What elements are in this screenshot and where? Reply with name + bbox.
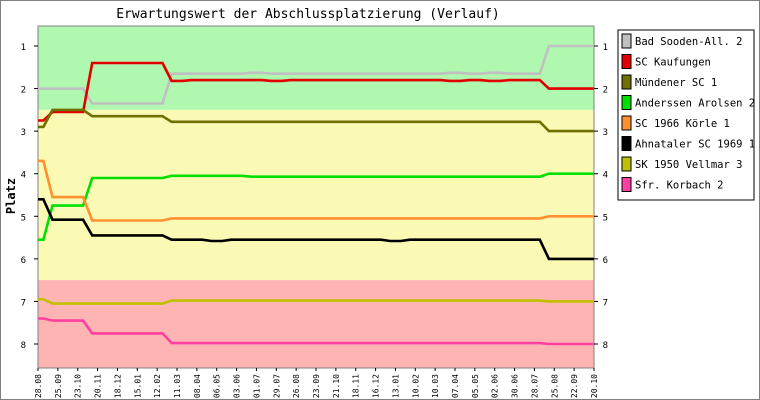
axis-ticks: 1 1 2 2 3 3 4 4 5 5 6 6 7 7 8 8 28.08 25.09 23.10 20.11 18.1… [21,43,608,398]
legend-label: Anderssen Arolsen 2 [635,98,755,110]
legend-swatch [621,115,632,131]
series-line-6 [38,298,594,305]
x-tick-label: 15.01 [133,374,142,398]
y-tick-label-right: 5 [603,213,608,223]
y-tick-label-right: 7 [603,298,608,308]
legend-label: SC Kaufungen [635,57,711,69]
zone-bands [38,26,594,368]
y-tick-label-left: 3 [21,128,26,138]
x-tick-label: 29.07 [272,374,281,398]
y-tick-label-right: 3 [603,128,608,138]
y-tick-label-left: 8 [21,341,26,351]
x-tick-label: 20.10 [590,374,599,398]
x-tick-label: 21.10 [332,374,341,398]
y-tick-label-right: 2 [603,86,608,96]
y-tick-label-left: 2 [21,86,26,96]
zone-band-1 [38,109,594,281]
x-tick-label: 18.11 [352,374,361,398]
legend-box [617,29,755,201]
legend-label: Ahnataler SC 1969 1 [635,139,755,151]
zone-band-2 [38,280,594,368]
x-tick-label: 05.05 [471,374,480,398]
y-axis-label: Platz [4,178,18,214]
legend-swatch [621,136,632,151]
x-tick-label: 18.12 [113,374,122,398]
series-line-3 [38,172,594,241]
y-tick-label-right: 4 [603,171,608,181]
series-line-1 [38,61,594,122]
x-tick-label: 20.11 [94,374,103,398]
x-tick-label: 26.08 [292,374,301,398]
x-tick-label: 30.06 [511,374,520,398]
x-tick-label: 22.09 [570,374,579,398]
x-tick-label: 28.08 [34,374,43,398]
x-tick-label: 03.06 [233,374,242,398]
y-tick-label-right: 8 [603,341,608,351]
legend-swatch [621,74,632,90]
x-tick-label: 01.07 [252,374,261,398]
x-tick-label: 07.04 [451,374,460,398]
legend-swatch [621,156,632,172]
y-tick-label-left: 6 [21,256,26,266]
x-tick-label: 10.02 [411,374,420,398]
y-tick-label-left: 7 [21,298,26,308]
legend-label: SC 1966 Körle 1 [635,118,730,130]
legend-label: Sfr. Korbach 2 [635,180,724,192]
x-tick-label: 13.01 [391,374,400,398]
legend-label: SK 1950 Vellmar 3 [635,159,742,171]
series-line-2 [38,108,594,133]
series-line-4 [38,159,594,222]
legend-swatch [621,177,632,192]
chart-title: Erwartungswert der Abschlussplatzierung … [116,7,500,22]
x-tick-label: 16.12 [372,374,381,398]
y-tick-label-right: 1 [603,43,608,53]
x-tick-label: 06.05 [213,374,222,398]
legend-swatch [621,95,632,110]
zone-band-0 [38,26,594,110]
series-line-5 [38,198,594,261]
series-lines [38,44,594,346]
x-tick-label: 25.08 [550,374,559,398]
x-tick-label: 23.10 [74,374,83,398]
x-tick-label: 02.06 [491,374,500,398]
y-tick-label-right: 6 [603,256,608,266]
y-tick-label-left: 5 [21,213,26,223]
legend-label: Bad Sooden-All. 2 [635,36,742,48]
x-tick-label: 23.09 [312,374,321,398]
x-tick-label: 28.07 [530,374,539,398]
x-tick-label: 25.09 [54,374,63,398]
y-tick-label-left: 1 [21,43,26,53]
x-tick-label: 10.03 [431,374,440,398]
x-tick-label: 08.04 [193,374,202,398]
x-tick-label: 12.02 [153,374,162,398]
legend-label: Mündener SC 1 [635,77,717,89]
x-tick-label: 11.03 [173,374,182,398]
series-line-0 [38,44,594,105]
legend-swatch [621,33,632,49]
legend: Bad Sooden-All. 2 SC Kaufungen Mündener SC… [617,29,755,201]
y-tick-label-left: 4 [21,171,26,181]
legend-swatch [621,54,632,69]
series-line-7 [38,317,594,346]
